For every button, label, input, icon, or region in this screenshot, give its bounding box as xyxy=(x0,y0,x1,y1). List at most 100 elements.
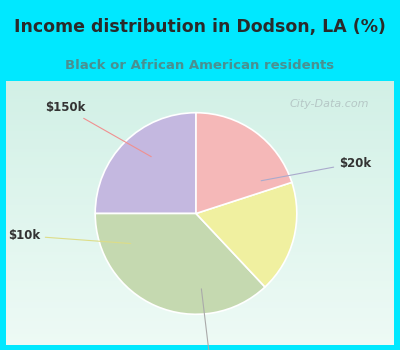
Bar xyxy=(6,239,394,242)
Bar xyxy=(6,123,394,125)
Wedge shape xyxy=(95,113,196,214)
Bar xyxy=(6,118,394,120)
Bar xyxy=(6,157,394,160)
Bar xyxy=(6,340,394,342)
Bar xyxy=(6,191,394,194)
Bar xyxy=(6,244,394,247)
Bar xyxy=(6,234,394,236)
Bar xyxy=(6,321,394,324)
Bar xyxy=(6,115,394,118)
Bar xyxy=(6,242,394,244)
Bar xyxy=(6,302,394,305)
Bar xyxy=(6,160,394,162)
Bar xyxy=(6,99,394,102)
Bar xyxy=(6,316,394,318)
Bar xyxy=(6,331,394,334)
Bar xyxy=(6,94,394,96)
Bar xyxy=(6,326,394,329)
Bar xyxy=(6,189,394,191)
Bar xyxy=(6,110,394,112)
Text: Income distribution in Dodson, LA (%): Income distribution in Dodson, LA (%) xyxy=(14,18,386,36)
Bar xyxy=(6,231,394,234)
Bar xyxy=(6,162,394,165)
Bar xyxy=(6,313,394,316)
Bar xyxy=(6,102,394,104)
Bar xyxy=(6,297,394,300)
Bar xyxy=(6,147,394,149)
Bar xyxy=(6,91,394,94)
Text: $30k: $30k xyxy=(195,289,227,350)
Bar xyxy=(6,168,394,170)
Bar xyxy=(6,276,394,279)
Bar xyxy=(6,318,394,321)
Bar xyxy=(6,89,394,91)
Wedge shape xyxy=(95,214,265,314)
Bar xyxy=(6,149,394,152)
Bar xyxy=(6,128,394,131)
Bar xyxy=(6,83,394,86)
Bar xyxy=(6,263,394,266)
Bar xyxy=(6,183,394,186)
Bar xyxy=(6,324,394,326)
Bar xyxy=(6,194,394,197)
Bar xyxy=(6,289,394,292)
Bar xyxy=(6,96,394,99)
Bar xyxy=(6,104,394,107)
Bar xyxy=(6,250,394,252)
Bar xyxy=(6,271,394,273)
Bar xyxy=(6,295,394,297)
Bar xyxy=(6,284,394,287)
Wedge shape xyxy=(196,113,292,214)
Bar xyxy=(6,279,394,281)
Bar xyxy=(6,205,394,207)
Text: City-Data.com: City-Data.com xyxy=(289,99,369,109)
Bar xyxy=(6,212,394,215)
Bar xyxy=(6,173,394,176)
Bar xyxy=(6,258,394,260)
Bar xyxy=(6,133,394,136)
Text: Black or African American residents: Black or African American residents xyxy=(66,59,334,72)
Bar xyxy=(6,220,394,223)
Bar xyxy=(6,165,394,168)
Bar xyxy=(6,120,394,123)
Text: $10k: $10k xyxy=(8,229,131,244)
Bar xyxy=(6,144,394,147)
Bar xyxy=(6,266,394,268)
Bar xyxy=(6,329,394,331)
Bar xyxy=(6,255,394,258)
Bar xyxy=(6,337,394,340)
Bar xyxy=(6,80,394,83)
Bar xyxy=(6,170,394,173)
Bar xyxy=(6,86,394,89)
Bar xyxy=(6,334,394,337)
Bar xyxy=(6,197,394,199)
Bar xyxy=(6,215,394,218)
Bar xyxy=(6,178,394,181)
Bar xyxy=(6,229,394,231)
Bar xyxy=(6,268,394,271)
Bar xyxy=(6,260,394,263)
Bar xyxy=(6,310,394,313)
Bar xyxy=(6,141,394,144)
Bar xyxy=(6,152,394,154)
Bar xyxy=(6,247,394,250)
Bar xyxy=(6,273,394,276)
Bar xyxy=(6,112,394,115)
Bar xyxy=(6,236,394,239)
Bar xyxy=(6,107,394,110)
Bar xyxy=(6,154,394,157)
Bar xyxy=(6,207,394,210)
Bar xyxy=(6,223,394,226)
Bar xyxy=(6,199,394,202)
Bar xyxy=(6,281,394,284)
Bar xyxy=(6,218,394,220)
Bar xyxy=(6,136,394,139)
Wedge shape xyxy=(196,182,297,287)
Text: $150k: $150k xyxy=(45,101,151,157)
Bar xyxy=(6,287,394,289)
Bar xyxy=(6,176,394,178)
Bar xyxy=(6,131,394,133)
Bar xyxy=(6,202,394,205)
Bar xyxy=(6,252,394,255)
Bar xyxy=(6,125,394,128)
